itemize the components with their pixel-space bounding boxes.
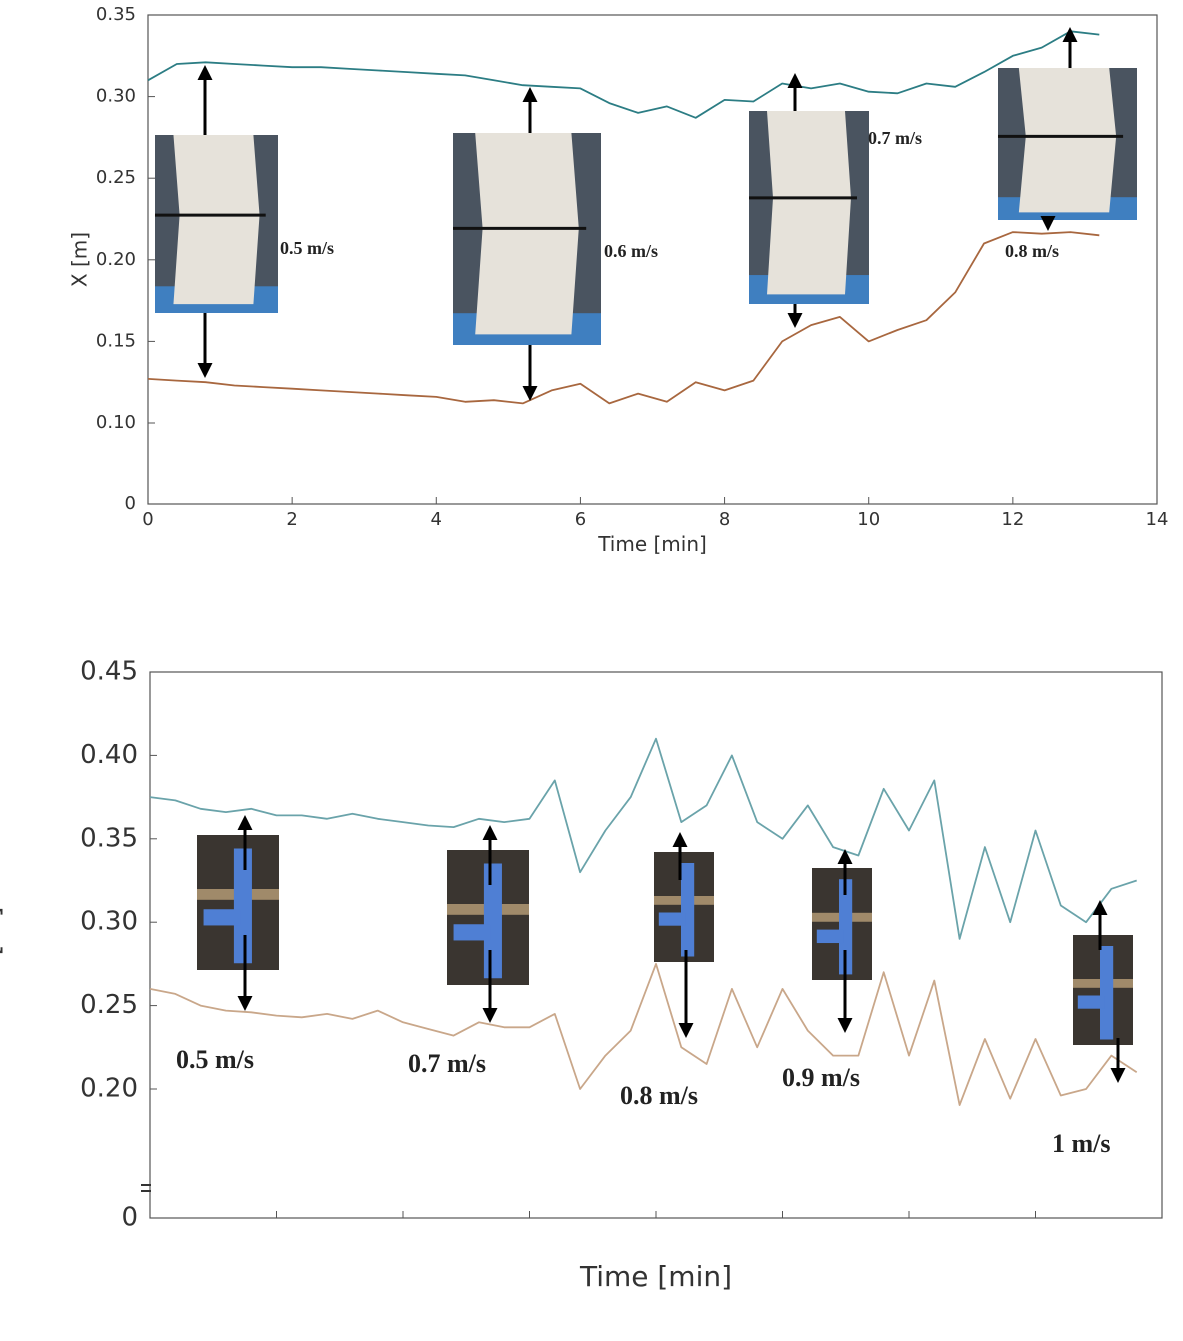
annotation: 0.8 m/s: [1005, 241, 1059, 261]
photo: [998, 68, 1137, 220]
data-line: [149, 963, 1138, 1106]
y-tick-label: 0: [121, 1203, 138, 1233]
photo: [197, 835, 279, 970]
y-tick-label: 0.20: [96, 249, 136, 270]
x-tick-label: 14: [1146, 509, 1169, 530]
photo-body: [681, 863, 695, 957]
data-line: [147, 30, 1100, 119]
x-tick-label: 10: [857, 509, 880, 530]
photo: [812, 868, 872, 980]
photo-sail: [767, 111, 851, 295]
x-axis-label: Time [min]: [579, 1260, 732, 1293]
y-tick-label: 0.40: [80, 740, 138, 770]
photo-sail: [173, 135, 260, 305]
chart-panel: 0 2 4 6 8 10 12 14 0 0.10 0.15 0.20 0.25 0.30 0.35 Time…: [68, 4, 1169, 556]
photo-fin: [203, 909, 241, 926]
x-tick-label: 2: [286, 509, 297, 530]
photo: [654, 852, 714, 962]
y-tick-label: 0.30: [80, 907, 138, 937]
x-axis-label: Time [min]: [597, 532, 707, 556]
chart-panel: 024681012141600.200.250.300.350.400.45Ti…: [0, 657, 1163, 1293]
photo: [447, 850, 529, 985]
photo-fin: [1077, 995, 1105, 1009]
photo: [155, 135, 278, 313]
annotation: 1 m/s: [1052, 1129, 1111, 1158]
x-tick-label: 6: [575, 509, 586, 530]
y-axis-label: X [m]: [0, 906, 6, 983]
y-tick-label: 0.10: [96, 412, 136, 433]
x-tick-label: 12: [1001, 509, 1024, 530]
x-tick-label: 8: [719, 509, 730, 530]
photo-sail: [475, 133, 579, 335]
y-tick-label: 0.45: [80, 657, 138, 687]
photo: [453, 133, 601, 345]
y-tick-label: 0.35: [80, 823, 138, 853]
y-tick-label: 0.25: [96, 167, 136, 188]
photo-fin: [658, 912, 686, 926]
x-tick-label: 4: [431, 509, 442, 530]
y-tick-label: 0.30: [96, 86, 136, 107]
x-tick-label: 0: [142, 509, 153, 530]
y-tick-label: 0: [125, 493, 136, 514]
annotation: 0.9 m/s: [782, 1063, 860, 1092]
annotation: 0.5 m/s: [280, 238, 334, 258]
annotation: 0.8 m/s: [620, 1081, 698, 1110]
photo-body: [233, 848, 252, 964]
y-axis-label: X [m]: [68, 232, 92, 287]
y-tick-label: 0.25: [80, 990, 138, 1020]
photo-sail: [1018, 68, 1117, 213]
photo-fin: [816, 929, 844, 944]
data-line: [149, 737, 1137, 940]
y-tick-label: 0.35: [96, 4, 136, 25]
y-tick-label: 0.15: [96, 330, 136, 351]
annotation: 0.5 m/s: [176, 1045, 254, 1074]
annotation: 0.7 m/s: [408, 1049, 486, 1078]
annotation: 0.6 m/s: [604, 241, 658, 261]
y-tick-label: 0.20: [80, 1074, 138, 1104]
photo: [1073, 935, 1133, 1045]
photo: [749, 111, 869, 304]
data-line: [147, 231, 1100, 405]
annotation: 0.7 m/s: [868, 128, 922, 148]
photo-body: [1100, 946, 1114, 1040]
photo-body: [839, 879, 853, 975]
photo-fin: [453, 924, 491, 941]
photo-body: [483, 863, 502, 979]
